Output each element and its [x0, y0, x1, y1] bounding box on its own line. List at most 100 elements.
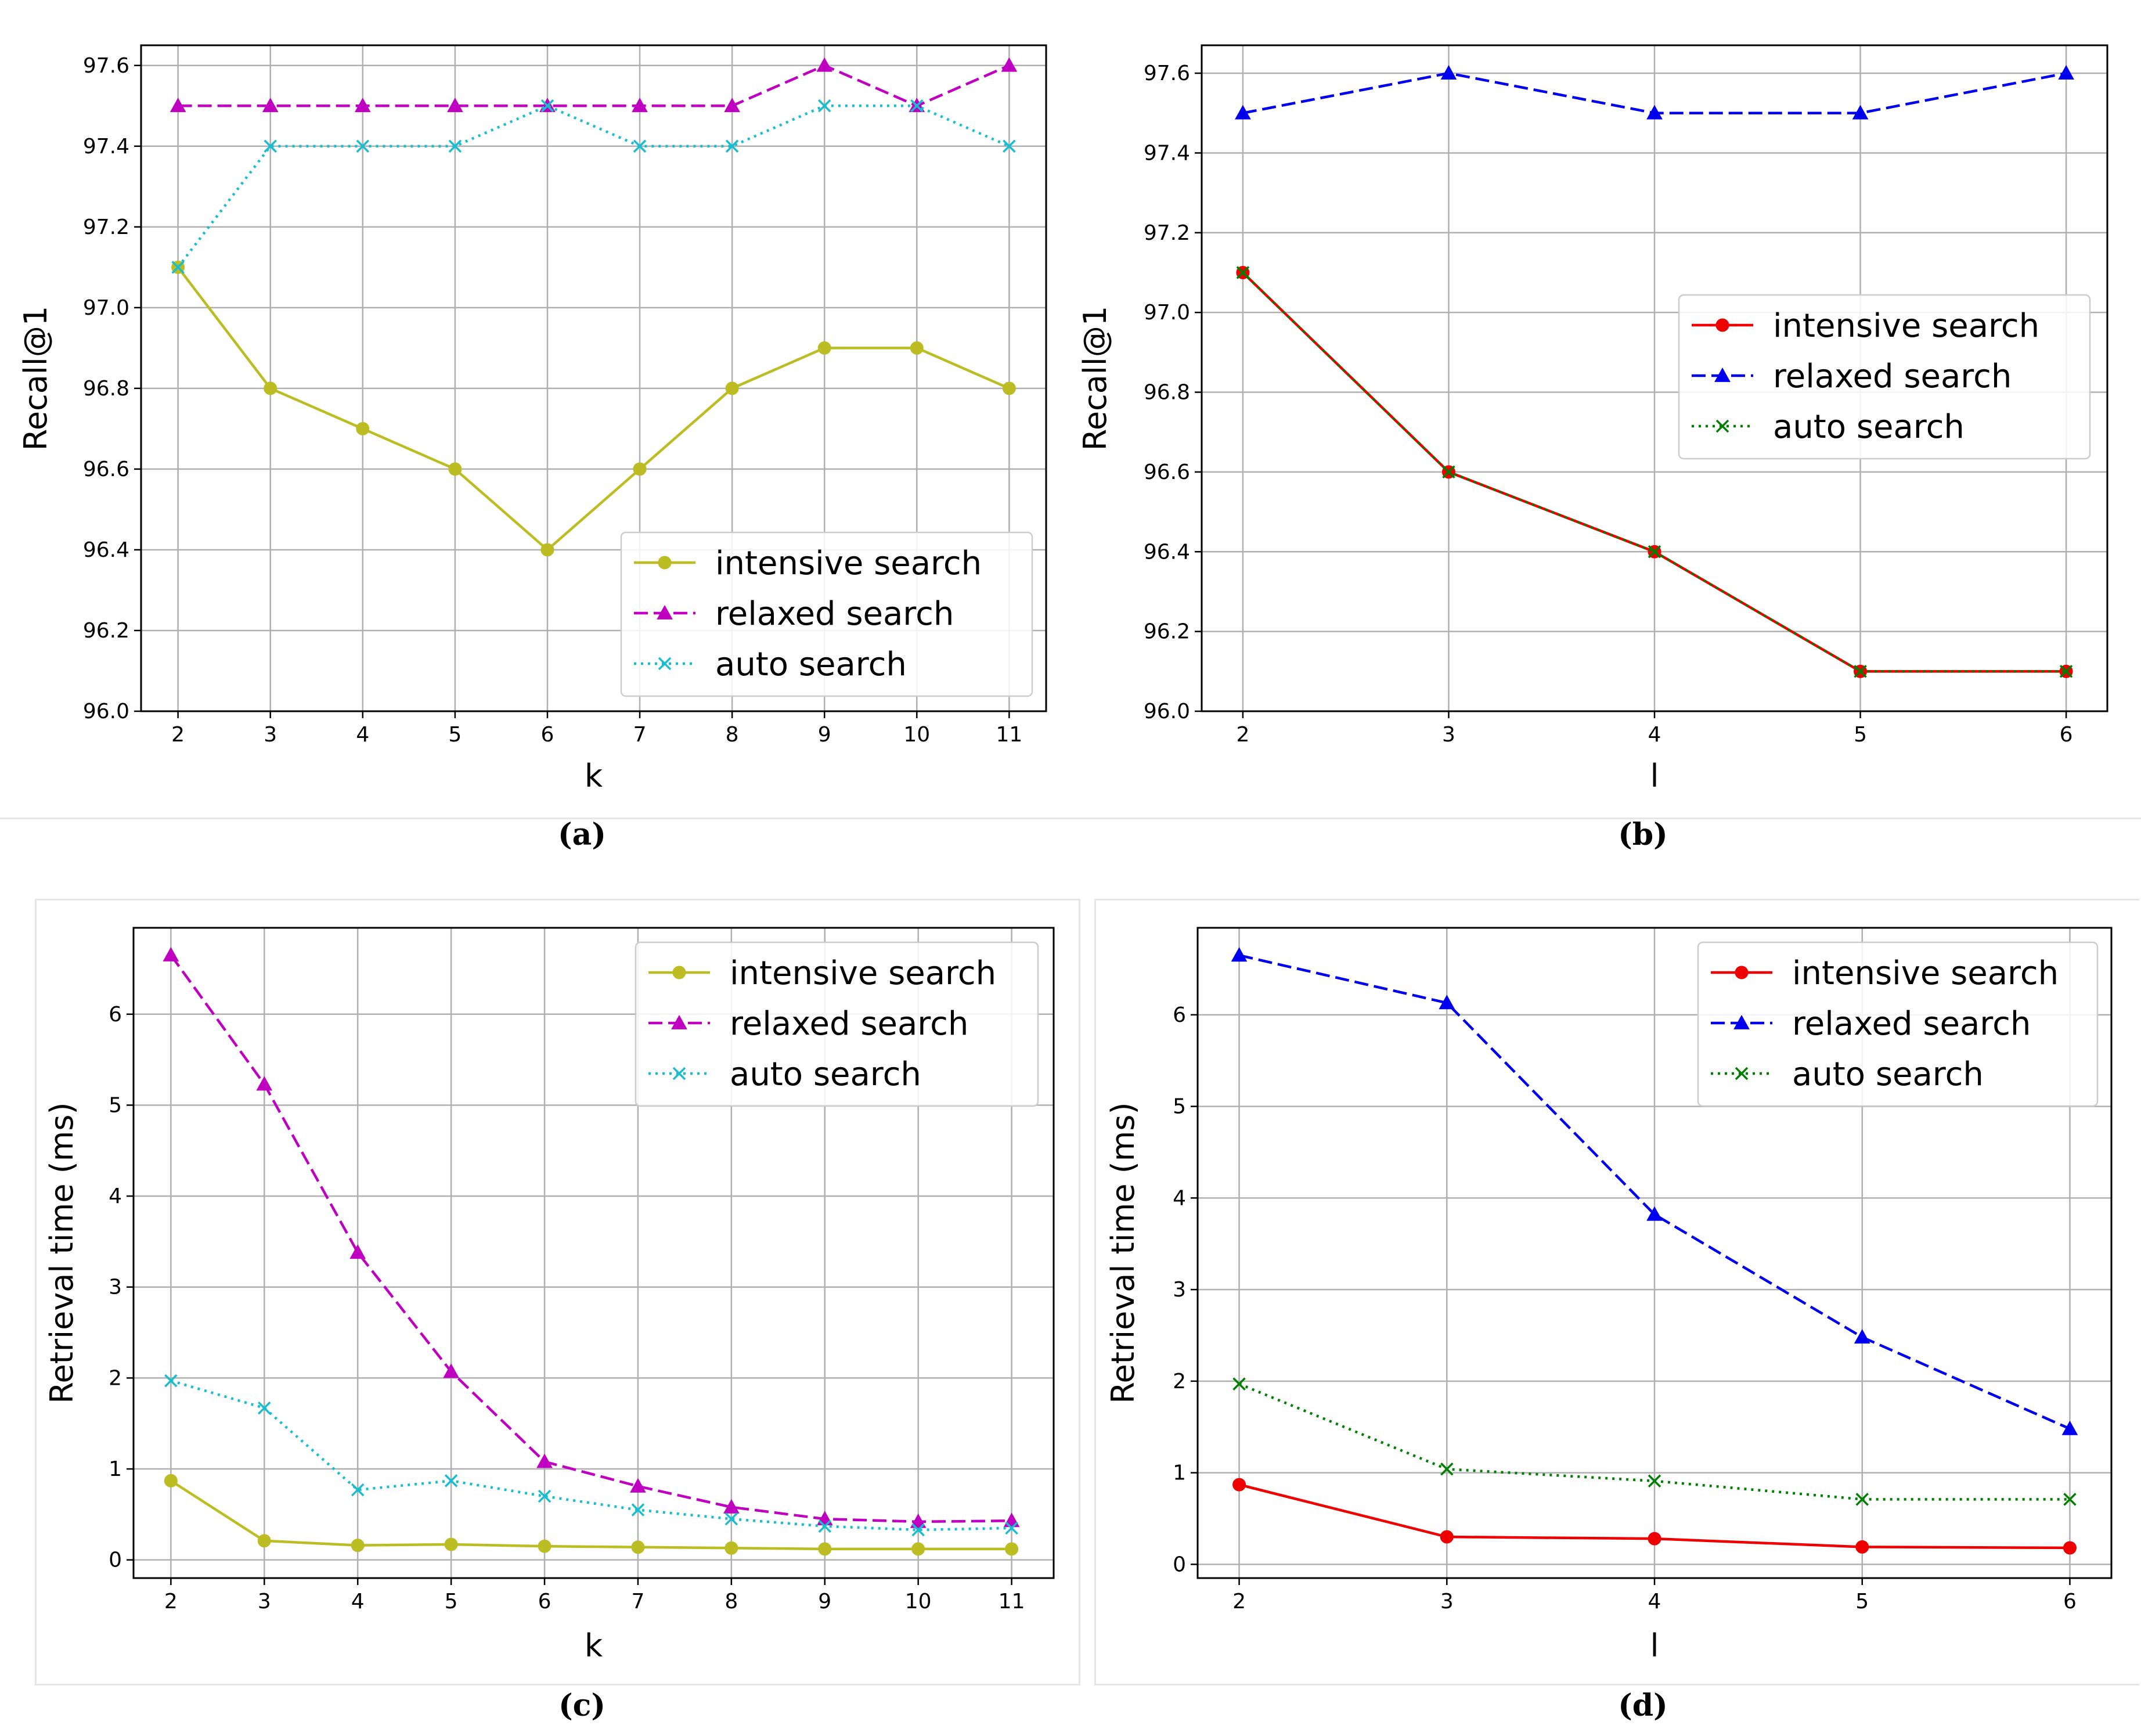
data-point: [264, 139, 277, 153]
legend-marker: [1715, 318, 1729, 332]
data-point: [1855, 1493, 1869, 1506]
legend-marker: [1714, 367, 1731, 382]
legend-box: [1678, 294, 2091, 460]
x-tick-label: 3: [264, 723, 277, 747]
series-line: [170, 1379, 1012, 1532]
y-tick-label: 96.2: [1144, 620, 1190, 644]
legend-marker: [1735, 1067, 1749, 1081]
y-tick-label: 1: [109, 1457, 122, 1481]
data-point: [1854, 665, 1867, 678]
data-point: [1232, 1377, 1246, 1391]
data-point: [164, 1374, 178, 1388]
data-point: [538, 1539, 552, 1553]
data-point: [356, 422, 370, 435]
y-tick-label: 5: [109, 1093, 122, 1117]
x-tick-label: 10: [903, 723, 930, 747]
y-tick-label: 97.4: [1144, 141, 1190, 165]
data-point: [910, 1513, 927, 1528]
panel-d-border-left: [1094, 899, 1096, 1685]
y-tick-label: 96.6: [83, 458, 129, 481]
y-tick-label: 96.0: [83, 700, 129, 723]
data-point: [536, 1453, 553, 1468]
y-tick-label: 5: [1173, 1095, 1186, 1119]
data-point: [356, 139, 370, 153]
panel-d-border-bottom: [1094, 1684, 2139, 1685]
legend-marker: [672, 1067, 686, 1081]
data-point: [171, 261, 185, 274]
y-tick-label: 97.2: [1144, 221, 1190, 245]
data-point: [444, 1537, 458, 1551]
legend-box: [635, 941, 1039, 1107]
x-tick-label: 7: [633, 723, 647, 747]
panel-c-border-top: [35, 899, 1080, 901]
y-tick-label: 1: [1173, 1461, 1186, 1485]
data-point: [2061, 1420, 2078, 1435]
legend: intensive search relaxed search auto searc…: [1678, 294, 2091, 460]
plot-frame: [132, 927, 1055, 1579]
data-point: [262, 98, 279, 113]
x-tick-label: 6: [2063, 1590, 2077, 1613]
x-tick-label: 11: [996, 723, 1022, 747]
data-point: [1442, 465, 1455, 479]
x-tick-label: 4: [356, 723, 369, 747]
panel-label: (d): [1618, 1688, 1668, 1723]
x-tick-label: 3: [258, 1590, 271, 1613]
series-auto-search: [171, 99, 1016, 274]
data-point: [1231, 947, 1248, 962]
y-axis-label: Retrieval time (ms): [1105, 1102, 1141, 1403]
y-tick-label: 2: [109, 1366, 122, 1390]
series-line: [170, 954, 1012, 1523]
series-relaxed-search: [1235, 65, 2074, 120]
y-tick-label: 96.8: [83, 377, 129, 401]
x-tick-label: 11: [999, 1590, 1025, 1613]
x-tick-label: 6: [538, 1590, 552, 1613]
data-point: [633, 462, 647, 476]
y-axis-label: Recall@1: [17, 306, 54, 451]
data-point: [1440, 1530, 1454, 1544]
legend-label: auto search: [730, 1056, 921, 1093]
data-point: [1439, 995, 1455, 1010]
x-tick-label: 8: [725, 1590, 738, 1613]
data-point: [816, 57, 833, 72]
series-auto-search: [164, 1374, 1018, 1537]
series-line: [1239, 954, 2071, 1430]
legend: intensive search relaxed search auto searc…: [620, 531, 1033, 697]
data-point: [725, 139, 739, 153]
legend-marker: [672, 966, 686, 979]
plot-frame: [1201, 44, 2108, 712]
data-point: [2059, 665, 2073, 678]
x-tick-label: 2: [1236, 723, 1249, 747]
data-point: [443, 1363, 459, 1378]
legend-label: auto search: [1773, 408, 1965, 446]
x-tick-label: 7: [631, 1590, 644, 1613]
data-point: [911, 1523, 925, 1537]
x-tick-label: 3: [1442, 723, 1455, 747]
data-point: [1440, 1463, 1454, 1476]
legend-label: auto search: [715, 646, 907, 683]
y-tick-label: 97.0: [83, 296, 129, 320]
x-tick-label: 9: [818, 723, 831, 747]
data-point: [630, 1478, 646, 1493]
data-point: [1852, 105, 1869, 120]
data-point: [725, 1512, 738, 1526]
legend-label: intensive search: [715, 545, 982, 582]
x-tick-label: 6: [541, 723, 554, 747]
legend: intensive search relaxed search auto searc…: [1697, 941, 2099, 1107]
data-point: [633, 139, 647, 153]
data-point: [349, 1244, 366, 1259]
chart-1: 2 3 4 5 6 96.0 96.2 96.4 96.6 96.8 97.0 97.2 97.4 97.…: [1077, 44, 2108, 852]
legend: intensive search relaxed search auto searc…: [635, 941, 1039, 1107]
y-tick-label: 6: [109, 1003, 122, 1027]
data-point: [1002, 381, 1016, 395]
data-point: [1648, 1474, 1661, 1488]
y-tick-label: 6: [1173, 1003, 1186, 1027]
x-tick-label: 10: [905, 1590, 932, 1613]
data-point: [817, 341, 831, 355]
x-tick-label: 2: [1232, 1590, 1246, 1613]
data-point: [2058, 65, 2074, 80]
series-relaxed-search: [163, 946, 1020, 1528]
legend-box: [1697, 941, 2099, 1107]
panel-label: (a): [558, 817, 606, 852]
data-point: [264, 381, 277, 395]
